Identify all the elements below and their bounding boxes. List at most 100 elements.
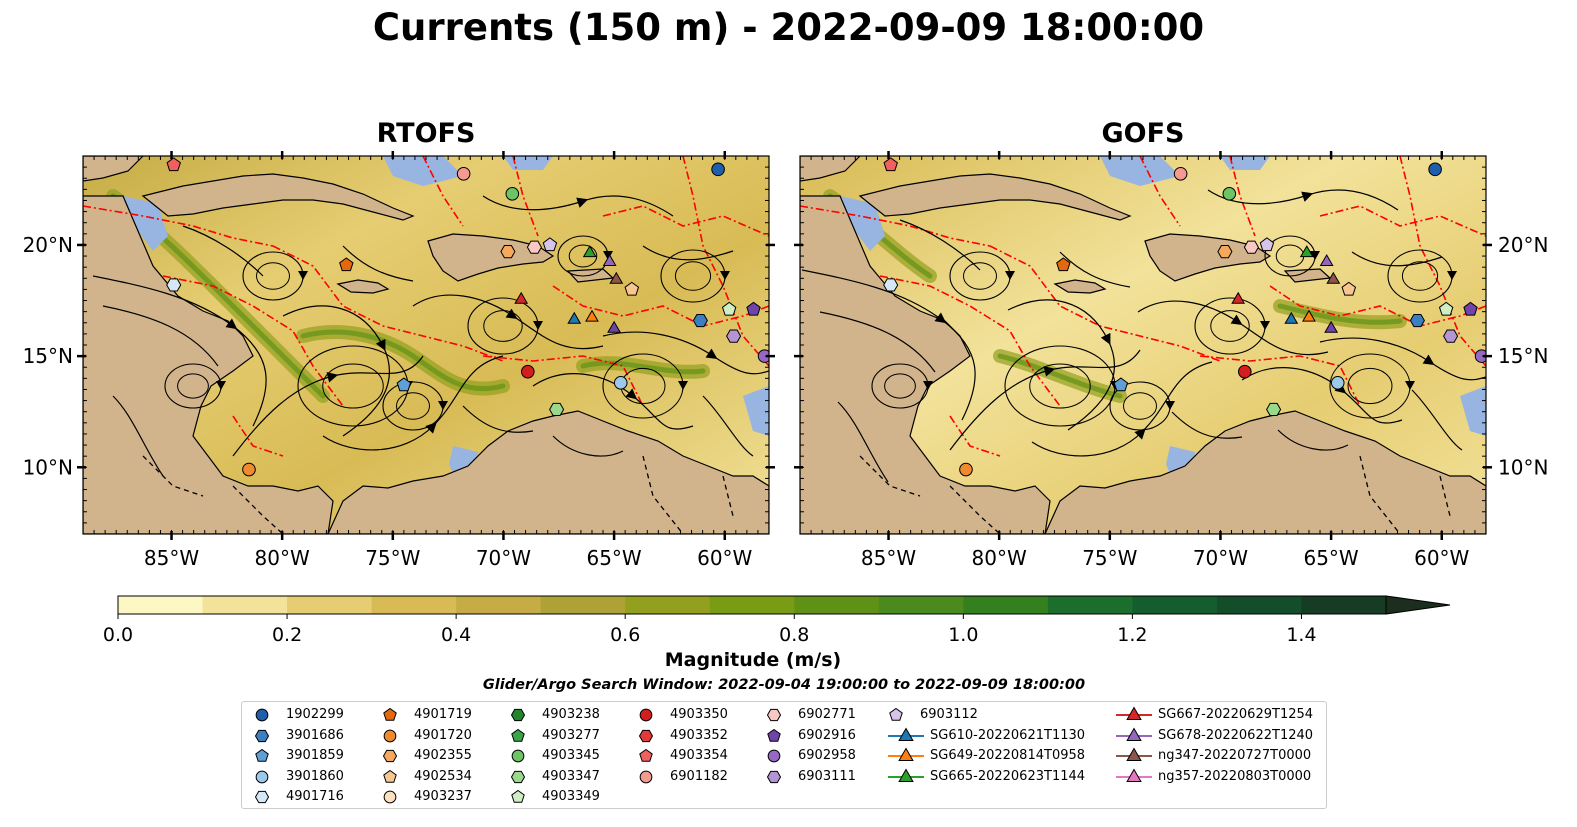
eez-boundary bbox=[682, 156, 769, 367]
x-tick-label: 75°W bbox=[365, 546, 420, 570]
streamline bbox=[232, 355, 424, 457]
eddy-streamline bbox=[177, 373, 209, 399]
land bbox=[327, 410, 769, 534]
streamline-arrow bbox=[438, 401, 448, 410]
colorbar-bin bbox=[709, 596, 795, 614]
eez-boundary bbox=[1269, 285, 1486, 327]
legend-marker bbox=[511, 728, 525, 742]
legend-label: 4903349 bbox=[542, 789, 600, 804]
streamline bbox=[102, 305, 219, 367]
streamline bbox=[819, 311, 936, 373]
streamline bbox=[1007, 299, 1116, 431]
colorbar-bin bbox=[794, 596, 880, 614]
float-marker bbox=[396, 377, 412, 392]
streamline bbox=[801, 269, 976, 421]
eez-boundary bbox=[800, 205, 991, 247]
float-marker bbox=[542, 237, 558, 252]
x-tick-label: 60°W bbox=[1414, 546, 1469, 570]
streamline-arrow bbox=[298, 271, 308, 280]
legend-marker bbox=[254, 729, 270, 742]
x-tick-label: 80°W bbox=[972, 546, 1027, 570]
streamline bbox=[1319, 337, 1486, 381]
legend-marker bbox=[766, 770, 782, 783]
float-marker bbox=[166, 278, 182, 292]
streamline bbox=[482, 195, 674, 217]
float-marker bbox=[526, 240, 542, 254]
shallow-water bbox=[840, 196, 885, 251]
legend-label: 4903347 bbox=[542, 768, 600, 784]
legend-marker bbox=[639, 708, 653, 722]
shallow-water bbox=[1220, 156, 1270, 170]
legend-label: SG665-20220623T1144 bbox=[930, 768, 1086, 784]
shallow-water bbox=[123, 196, 168, 251]
eddy-streamline bbox=[884, 373, 916, 399]
streamline bbox=[1411, 389, 1463, 451]
eddy-streamline bbox=[1401, 261, 1439, 291]
float-marker bbox=[582, 245, 597, 258]
y-tick-label: 15°N bbox=[23, 344, 73, 368]
legend-label: 4903277 bbox=[542, 727, 600, 743]
y-tick-label: 10°N bbox=[1498, 455, 1548, 479]
eez-boundary bbox=[602, 205, 769, 237]
legend-marker bbox=[511, 749, 525, 763]
figure-title: Currents (150 m) - 2022-09-09 18:00:00 bbox=[372, 6, 1205, 49]
x-tick-label: 70°W bbox=[476, 546, 531, 570]
legend-marker bbox=[639, 748, 653, 762]
legend-marker bbox=[511, 789, 525, 803]
float-marker bbox=[456, 166, 471, 181]
legend-label: SG610-20220621T1130 bbox=[930, 727, 1086, 743]
shallow-water bbox=[1100, 156, 1180, 186]
eez-boundary bbox=[552, 285, 769, 327]
colorbar: 0.0 0.2 0.4 0.6 0.8 1.0 1.2 1.4 bbox=[103, 595, 1451, 646]
current-core bbox=[580, 360, 706, 375]
float-marker bbox=[585, 309, 599, 322]
colorbar-tick-label: 0.2 bbox=[272, 624, 302, 646]
float-marker bbox=[1222, 187, 1237, 201]
legend-marker bbox=[767, 728, 781, 742]
streamline bbox=[949, 349, 1141, 451]
float-marker bbox=[1217, 245, 1233, 259]
float-marker bbox=[1299, 245, 1314, 258]
float-marker bbox=[883, 157, 898, 172]
x-tick-label: 65°W bbox=[1303, 546, 1358, 570]
legend-marker bbox=[383, 729, 397, 742]
colorbar-bin bbox=[1301, 596, 1387, 614]
shallow-water bbox=[743, 386, 769, 436]
colorbar-bin bbox=[540, 596, 626, 614]
streamline-arrow bbox=[1310, 251, 1320, 260]
streamline bbox=[1207, 189, 1399, 211]
legend-label: 1902299 bbox=[286, 707, 344, 722]
float-marker bbox=[567, 311, 582, 324]
float-marker bbox=[711, 162, 725, 177]
streamline bbox=[282, 305, 391, 437]
float-marker bbox=[959, 462, 973, 477]
streamline bbox=[837, 401, 889, 483]
x-tick-label: 85°W bbox=[144, 546, 199, 570]
y-tick-label: 15°N bbox=[1498, 344, 1548, 368]
float-marker bbox=[520, 364, 535, 379]
streamline bbox=[112, 395, 164, 477]
streamline bbox=[702, 395, 754, 457]
colorbar-tick-label: 0.0 bbox=[103, 624, 133, 646]
float-marker bbox=[692, 314, 708, 328]
search-window-text: Glider/Argo Search Window: 2022-09-04 19… bbox=[482, 677, 1086, 693]
colorbar-tick-label: 0.8 bbox=[779, 624, 809, 646]
float-marker bbox=[1302, 309, 1316, 322]
x-tick-label: 75°W bbox=[1082, 546, 1137, 570]
shallow-water bbox=[503, 156, 553, 170]
colorbar-bin bbox=[625, 596, 711, 614]
streamline bbox=[1059, 251, 1131, 288]
float-marker bbox=[1463, 301, 1478, 316]
current-core bbox=[300, 329, 506, 392]
legend-label: 4902534 bbox=[414, 768, 472, 784]
colorbar-bin bbox=[287, 596, 373, 614]
colorbar-tick-label: 0.6 bbox=[610, 624, 640, 646]
legend-label: 6903112 bbox=[920, 707, 978, 722]
streamline bbox=[182, 225, 264, 277]
legend-marker bbox=[638, 729, 654, 742]
float-marker bbox=[1409, 314, 1425, 328]
eez-boundary bbox=[482, 355, 644, 407]
eddy-streamline bbox=[483, 310, 523, 342]
float-marker bbox=[1113, 377, 1129, 392]
float-marker bbox=[721, 301, 737, 316]
